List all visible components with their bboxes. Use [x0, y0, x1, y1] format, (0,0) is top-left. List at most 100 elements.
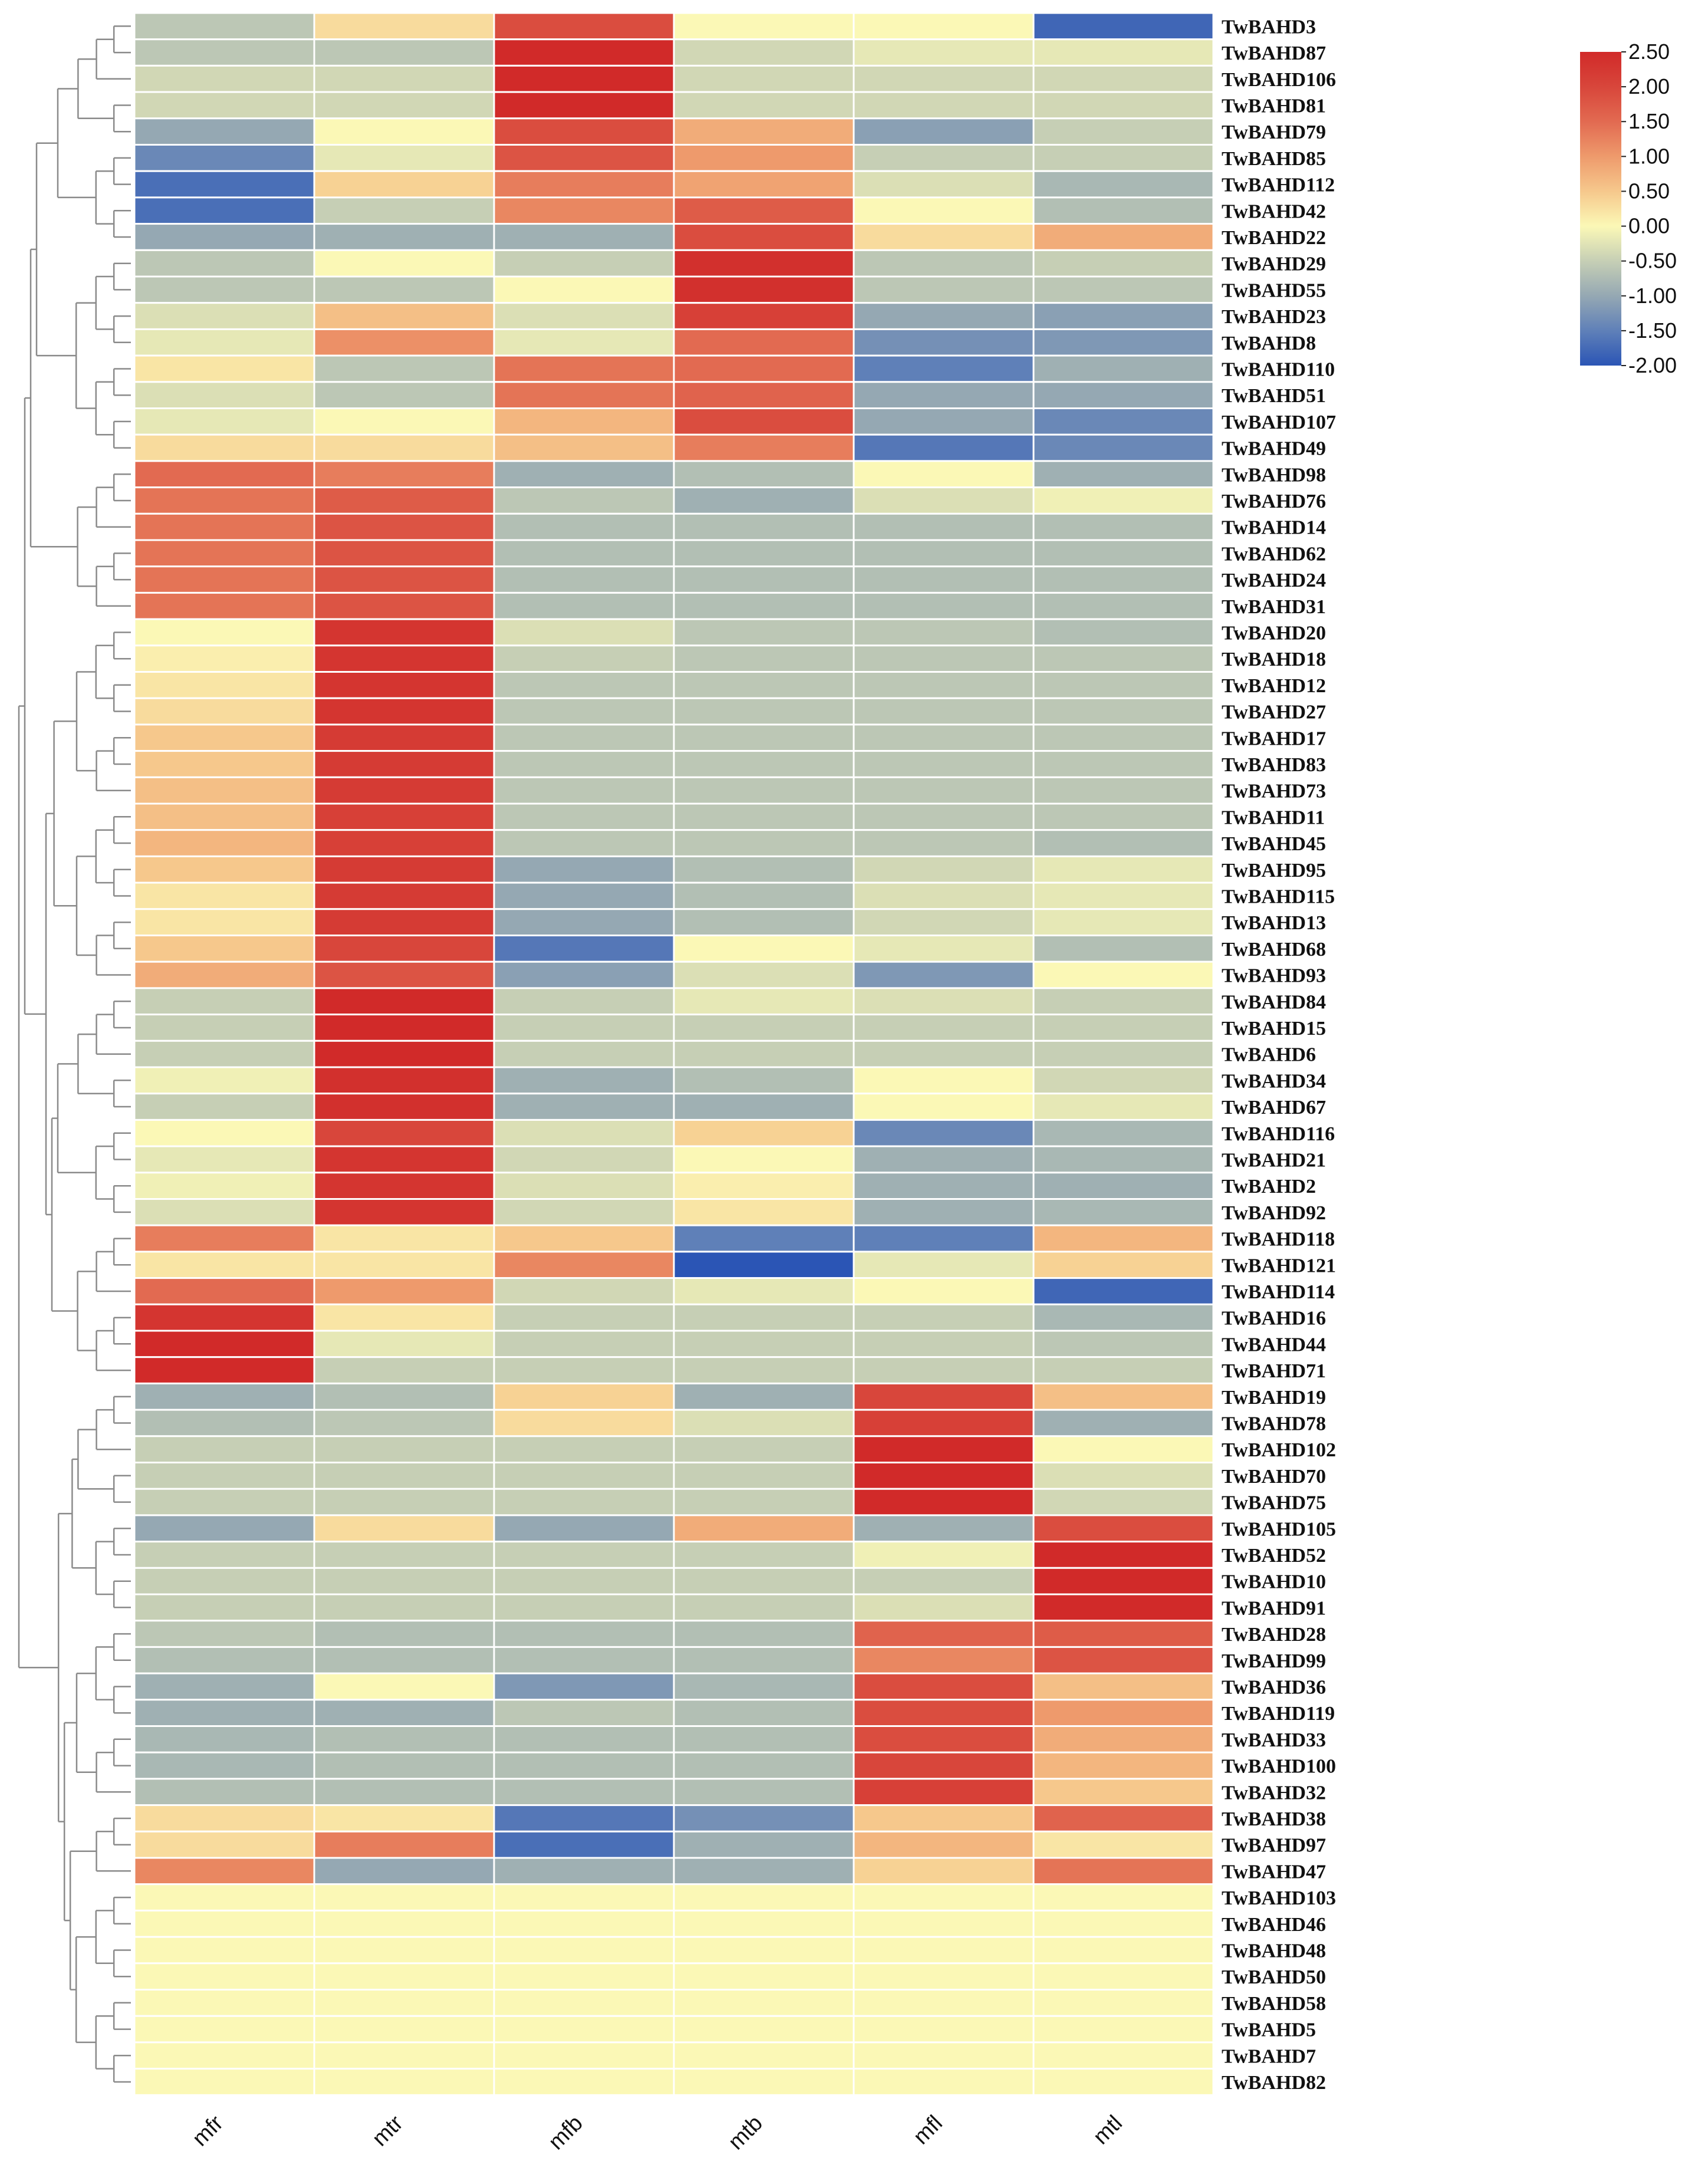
- heatmap-cell-TwBAHD2-mfb: [493, 1172, 675, 1200]
- heatmap-cell-TwBAHD103-mtl: [1032, 1883, 1215, 1912]
- heatmap-cell-TwBAHD119-mtb: [673, 1699, 855, 1728]
- heatmap-cell-TwBAHD7-mtb: [673, 2041, 855, 2070]
- heatmap-cell-TwBAHD23-mfb: [493, 302, 675, 330]
- heatmap-cell-TwBAHD73-mfr: [133, 776, 315, 805]
- heatmap-cell-TwBAHD112-mfb: [493, 170, 675, 199]
- heatmap-cell-TwBAHD19-mfl: [853, 1382, 1035, 1411]
- row-label: TwBAHD75: [1222, 1492, 1326, 1514]
- heatmap-cell-TwBAHD118-mtb: [673, 1224, 855, 1253]
- heatmap-cell-TwBAHD11-mtl: [1032, 802, 1215, 831]
- legend-color-bar: [1580, 52, 1621, 366]
- heatmap-cell-TwBAHD85-mtr: [313, 144, 495, 172]
- heatmap-cell-TwBAHD107-mfr: [133, 407, 315, 436]
- heatmap-cell-TwBAHD99-mtr: [313, 1646, 495, 1674]
- heatmap-cell-TwBAHD68-mfb: [493, 935, 675, 963]
- heatmap-cell-TwBAHD15-mtl: [1032, 1014, 1215, 1042]
- heatmap-cell-TwBAHD14-mfb: [493, 512, 675, 541]
- heatmap-cell-TwBAHD78-mfl: [853, 1409, 1035, 1437]
- heatmap-cell-TwBAHD20-mtl: [1032, 618, 1215, 647]
- heatmap-cell-TwBAHD33-mtb: [673, 1725, 855, 1754]
- heatmap-cell-TwBAHD115-mtl: [1032, 881, 1215, 910]
- heatmap-cell-TwBAHD85-mfr: [133, 144, 315, 172]
- heatmap-cell-TwBAHD112-mtr: [313, 170, 495, 199]
- heatmap-cell-TwBAHD91-mfr: [133, 1593, 315, 1622]
- row-label: TwBAHD62: [1222, 543, 1326, 565]
- heatmap-cell-TwBAHD28-mtl: [1032, 1620, 1215, 1648]
- heatmap-cell-TwBAHD92-mtb: [673, 1198, 855, 1226]
- heatmap-cell-TwBAHD81-mfl: [853, 91, 1035, 120]
- heatmap-cell-TwBAHD79-mfb: [493, 117, 675, 146]
- heatmap-cell-TwBAHD16-mfb: [493, 1303, 675, 1332]
- heatmap-cell-TwBAHD62-mfl: [853, 539, 1035, 568]
- heatmap-cell-TwBAHD91-mfb: [493, 1593, 675, 1622]
- row-label: TwBAHD58: [1222, 1993, 1326, 2015]
- heatmap-cell-TwBAHD87-mtr: [313, 38, 495, 67]
- legend-tick-label: -2.00: [1628, 353, 1677, 377]
- heatmap-cell-TwBAHD84-mtb: [673, 987, 855, 1016]
- heatmap-cell-TwBAHD55-mtl: [1032, 275, 1215, 304]
- row-label: TwBAHD5: [1222, 2019, 1316, 2041]
- heatmap-cell-TwBAHD51-mtr: [313, 381, 495, 409]
- legend-tick-label: 0.00: [1628, 214, 1670, 238]
- row-label: TwBAHD31: [1222, 596, 1326, 618]
- heatmap-cell-TwBAHD70-mtr: [313, 1462, 495, 1490]
- heatmap-cell-TwBAHD50-mfr: [133, 1962, 315, 1991]
- heatmap-cell-TwBAHD97-mfr: [133, 1830, 315, 1859]
- heatmap-cell-TwBAHD112-mtb: [673, 170, 855, 199]
- heatmap-cell-TwBAHD92-mtl: [1032, 1198, 1215, 1226]
- heatmap-cell-TwBAHD81-mtr: [313, 91, 495, 120]
- heatmap-cell-TwBAHD79-mfr: [133, 117, 315, 146]
- heatmap-cell-TwBAHD48-mfr: [133, 1936, 315, 1965]
- heatmap-cell-TwBAHD12-mfr: [133, 671, 315, 699]
- heatmap-cell-TwBAHD29-mfb: [493, 249, 675, 278]
- legend-tick-label: 2.00: [1628, 74, 1670, 98]
- heatmap-cell-TwBAHD71-mtl: [1032, 1356, 1215, 1384]
- heatmap-cell-TwBAHD5-mfb: [493, 2015, 675, 2044]
- row-label: TwBAHD23: [1222, 306, 1326, 328]
- heatmap-cell-TwBAHD93-mfr: [133, 960, 315, 989]
- heatmap-cell-TwBAHD20-mfl: [853, 618, 1035, 647]
- heatmap-cells: [133, 12, 1215, 2096]
- heatmap-cell-TwBAHD99-mtl: [1032, 1646, 1215, 1674]
- heatmap-cell-TwBAHD34-mfb: [493, 1066, 675, 1095]
- row-label: TwBAHD6: [1222, 1044, 1316, 1066]
- heatmap-cell-TwBAHD71-mtb: [673, 1356, 855, 1384]
- heatmap-cell-TwBAHD27-mtr: [313, 697, 495, 726]
- heatmap-cell-TwBAHD14-mtr: [313, 512, 495, 541]
- heatmap-cell-TwBAHD97-mtl: [1032, 1830, 1215, 1859]
- column-label-mtl: mtl: [1088, 2111, 1127, 2150]
- heatmap-cell-TwBAHD118-mfl: [853, 1224, 1035, 1253]
- row-label: TwBAHD36: [1222, 1676, 1326, 1698]
- row-label: TwBAHD22: [1222, 227, 1326, 249]
- row-label: TwBAHD105: [1222, 1518, 1336, 1540]
- row-dendrogram: [18, 25, 131, 2083]
- heatmap-cell-TwBAHD12-mfb: [493, 671, 675, 699]
- row-label: TwBAHD20: [1222, 622, 1326, 644]
- heatmap-cell-TwBAHD6-mfb: [493, 1039, 675, 1068]
- column-label-mtb: mtb: [723, 2111, 768, 2155]
- heatmap-cell-TwBAHD7-mtr: [313, 2041, 495, 2070]
- heatmap-cell-TwBAHD112-mfl: [853, 170, 1035, 199]
- heatmap-cell-TwBAHD81-mtl: [1032, 91, 1215, 120]
- heatmap-cell-TwBAHD38-mtl: [1032, 1804, 1215, 1833]
- heatmap-cell-TwBAHD100-mtl: [1032, 1751, 1215, 1780]
- heatmap-cell-TwBAHD33-mtl: [1032, 1725, 1215, 1754]
- heatmap-cell-TwBAHD114-mfb: [493, 1277, 675, 1305]
- heatmap-cell-TwBAHD22-mfb: [493, 223, 675, 251]
- heatmap-cell-TwBAHD27-mtl: [1032, 697, 1215, 726]
- heatmap-cell-TwBAHD5-mtl: [1032, 2015, 1215, 2044]
- heatmap-cell-TwBAHD27-mtb: [673, 697, 855, 726]
- row-label: TwBAHD50: [1222, 1966, 1326, 1988]
- heatmap-cell-TwBAHD18-mfl: [853, 644, 1035, 673]
- heatmap-cell-TwBAHD14-mfl: [853, 512, 1035, 541]
- heatmap-cell-TwBAHD51-mfl: [853, 381, 1035, 409]
- heatmap-cell-TwBAHD115-mtr: [313, 881, 495, 910]
- heatmap-cell-TwBAHD10-mfl: [853, 1567, 1035, 1595]
- heatmap-cell-TwBAHD110-mfb: [493, 354, 675, 383]
- row-label: TwBAHD19: [1222, 1387, 1326, 1409]
- row-label: TwBAHD2: [1222, 1176, 1316, 1198]
- heatmap-cell-TwBAHD78-mfb: [493, 1409, 675, 1437]
- row-label: TwBAHD85: [1222, 148, 1326, 170]
- heatmap-cell-TwBAHD107-mfb: [493, 407, 675, 436]
- heatmap-cell-TwBAHD21-mtr: [313, 1145, 495, 1174]
